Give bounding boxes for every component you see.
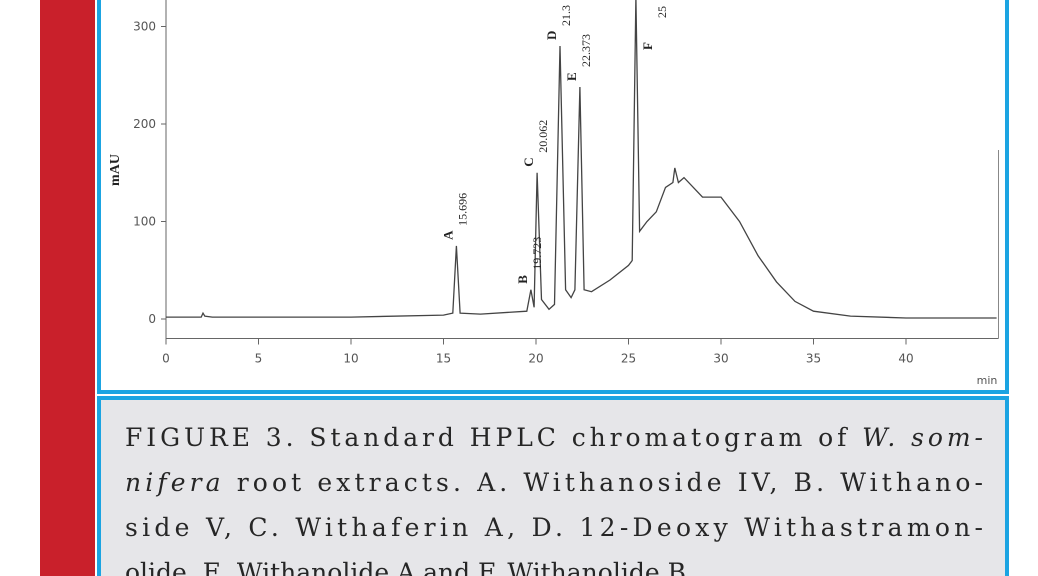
y-axis-label: mAU [108, 154, 123, 186]
peak-letter: A [440, 230, 455, 240]
chromatogram-trace [166, 0, 997, 319]
x-tick-label: 35 [806, 352, 821, 366]
caption-line: nifera root extracts. A. Withanoside IV,… [125, 468, 983, 497]
y-tick-label: 100 [133, 215, 156, 229]
y-tick-label: 200 [133, 117, 156, 131]
peak-rt: 19.723 [530, 237, 544, 270]
caption-segment: nifera [125, 468, 221, 497]
x-tick-label: 15 [436, 352, 451, 366]
peak-letter: F [640, 42, 655, 50]
x-tick-label: 5 [255, 352, 263, 366]
peak-letter: E [564, 72, 579, 81]
peak-rt: 20.062 [536, 120, 550, 153]
peak-letter: D [544, 31, 559, 40]
x-tick-label: 30 [713, 352, 728, 366]
caption-line: FIGURE 3. Standard HPLC chromatogram of … [125, 423, 983, 452]
x-tick-label: 0 [162, 352, 170, 366]
side-bar [40, 0, 95, 576]
x-tick-label: 10 [343, 352, 358, 366]
y-tick-label: 0 [148, 312, 156, 326]
caption-segment: root extracts. A. Withanoside IV, B. Wit… [225, 468, 983, 497]
peak-rt: 22.373 [579, 34, 593, 67]
x-tick-label: 40 [898, 352, 913, 366]
caption-segment: W. som- [862, 423, 983, 452]
peak-letter: B [515, 275, 530, 284]
peak-rt: 15.696 [455, 193, 469, 226]
peak-rt: 21.3 [559, 5, 573, 26]
peak-letter: C [521, 157, 536, 166]
x-tick-label: 25 [621, 352, 636, 366]
caption-box [97, 396, 1009, 576]
x-axis-label: min [977, 374, 998, 387]
caption-line: olide, E. Withanolide A and F. Withanoli… [125, 558, 686, 576]
chart-frame [97, 0, 1009, 394]
y-tick-label: 300 [133, 20, 156, 34]
peak-rt: 25 [655, 6, 669, 18]
caption-segment: olide, E. Withanolide A and F. Withanoli… [125, 558, 686, 576]
x-tick-label: 20 [528, 352, 543, 366]
